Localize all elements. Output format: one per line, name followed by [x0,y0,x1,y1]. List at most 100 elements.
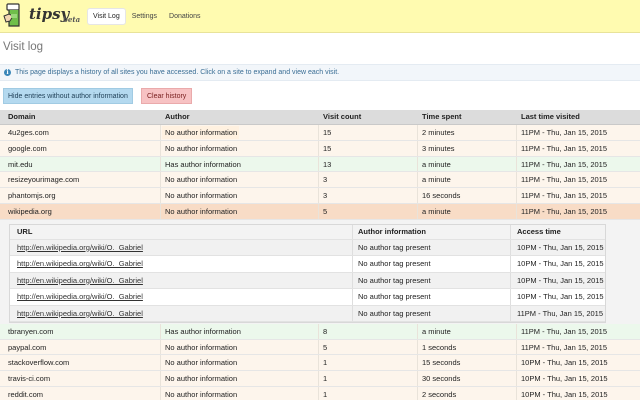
access-time-cell: 10PM - Thu, Jan 15, 2015 [517,292,604,302]
visit-url-link[interactable]: http://en.wikipedia.org/wiki/O._Gabriel [17,275,143,285]
author-cell: Has author information [165,159,241,169]
header-author[interactable]: Author [165,112,190,121]
time-spent-cell: a minute [422,326,451,336]
time-spent-cell: a minute [422,206,451,216]
tip-jar-icon[interactable] [3,3,25,30]
author-info-cell: No author tag present [358,292,431,302]
page-title: Visit log [3,41,44,53]
top-bar: tipsy beta Visit Log Settings Donations [0,0,640,33]
visit-row[interactable]: google.com No author information 15 3 minut… [0,140,640,157]
domain-cell: mit.edu [8,159,33,169]
visit-row[interactable]: reddit.com No author information 1 2 second… [0,386,640,400]
info-banner: i This page displays a history of all si… [0,64,640,81]
time-spent-cell: 1 seconds [422,342,457,352]
visit-count-cell: 3 [323,175,328,185]
author-info-cell: No author tag present [358,308,431,318]
details-header: URL Author information Access time [10,224,605,240]
visit-count-cell: 8 [323,326,328,336]
access-time-cell: 10PM - Thu, Jan 15, 2015 [517,242,604,252]
domain-cell: phantomjs.org [8,191,56,201]
author-cell: Has author information [165,326,241,336]
domain-cell: stackoverflow.com [8,358,70,368]
visit-count-cell: 5 [323,206,328,216]
visit-row[interactable]: tbranyen.com Has author information 8 a min… [0,323,640,340]
domain-cell: resizeyourimage.com [8,175,80,185]
time-spent-cell: 2 minutes [422,128,455,137]
url-cell: http://en.wikipedia.org/wiki/O._Gabriel [17,256,143,272]
url-cell: http://en.wikipedia.org/wiki/O._Gabriel [17,240,143,256]
access-time-cell: 11PM - Thu, Jan 15, 2015 [517,308,604,318]
visit-row[interactable]: wikipedia.org No author information 5 a min… [0,203,640,220]
details-header-url: URL [17,226,33,236]
visit-count-cell: 1 [323,389,328,399]
header-domain[interactable]: Domain [8,112,36,121]
last-visited-cell: 11PM - Thu, Jan 15, 2015 [521,128,608,137]
main-nav: Visit Log Settings Donations [88,9,206,24]
url-cell: http://en.wikipedia.org/wiki/O._Gabriel [17,289,143,305]
visit-row[interactable]: stackoverflow.com No author information 1 1… [0,355,640,372]
access-time-cell: 10PM - Thu, Jan 15, 2015 [517,259,604,269]
nav-settings[interactable]: Settings [131,13,158,20]
time-spent-cell: 3 minutes [422,143,455,153]
time-spent-cell: a minute [422,175,451,185]
nav-visit-log[interactable]: Visit Log [88,9,125,24]
visit-detail-row: http://en.wikipedia.org/wiki/O._Gabriel N… [10,272,605,290]
visit-url-link[interactable]: http://en.wikipedia.org/wiki/O._Gabriel [17,259,143,269]
last-visited-cell: 10PM - Thu, Jan 15, 2015 [521,389,608,399]
last-visited-cell: 10PM - Thu, Jan 15, 2015 [521,374,608,384]
domain-cell: travis-ci.com [8,374,51,384]
url-cell: http://en.wikipedia.org/wiki/O._Gabriel [17,306,143,322]
visit-row[interactable]: paypal.com No author information 5 1 second… [0,339,640,356]
last-visited-cell: 11PM - Thu, Jan 15, 2015 [521,342,608,352]
header-last-visited[interactable]: Last time visited [521,112,580,121]
visit-count-cell: 15 [323,143,332,153]
author-cell: No author information [165,374,238,384]
info-icon: i [4,69,11,76]
visit-count-cell: 1 [323,358,328,368]
visit-row[interactable]: 4u2ges.com No author information 15 2 minut… [0,125,640,141]
header-time-spent[interactable]: Time spent [422,112,462,121]
author-cell: No author information [165,191,238,201]
last-visited-cell: 11PM - Thu, Jan 15, 2015 [521,191,608,201]
visit-detail-row: http://en.wikipedia.org/wiki/O._Gabriel N… [10,305,605,323]
visit-table-header: Domain Author Visit count Time spent Las… [0,110,640,125]
visit-count-cell: 15 [323,128,332,137]
visit-row[interactable]: travis-ci.com No author information 1 30 se… [0,371,640,387]
domain-cell: paypal.com [8,342,47,352]
time-spent-cell: 16 seconds [422,191,461,201]
domain-cell: google.com [8,143,47,153]
last-visited-cell: 11PM - Thu, Jan 15, 2015 [521,175,608,185]
author-cell: No author information [165,342,238,352]
visit-url-link[interactable]: http://en.wikipedia.org/wiki/O._Gabriel [17,292,143,302]
domain-cell: 4u2ges.com [8,128,49,137]
author-cell: No author information [165,128,238,137]
url-cell: http://en.wikipedia.org/wiki/O._Gabriel [17,273,143,289]
visit-detail-row: http://en.wikipedia.org/wiki/O._Gabriel N… [10,239,605,257]
clear-history-button[interactable]: Clear history [141,88,193,104]
visit-row[interactable]: phantomjs.org No author information 3 16 se… [0,188,640,204]
visit-detail-row: http://en.wikipedia.org/wiki/O._Gabriel N… [10,289,605,306]
visit-row[interactable]: mit.edu Has author information 13 a minute 1… [0,156,640,173]
visit-details-panel: URL Author information Access time http:… [0,219,640,324]
nav-donations[interactable]: Donations [169,13,201,20]
author-cell: No author information [165,143,238,153]
brand-beta-label: beta [63,15,81,24]
domain-cell: wikipedia.org [8,206,52,216]
hide-without-author-button[interactable]: Hide entries without author information [3,88,133,104]
domain-cell: reddit.com [8,389,44,399]
header-visit-count[interactable]: Visit count [323,112,362,121]
time-spent-cell: 15 seconds [422,358,461,368]
time-spent-cell: 30 seconds [422,374,461,384]
brand-name: tipsy [29,5,70,23]
last-visited-cell: 11PM - Thu, Jan 15, 2015 [521,206,608,216]
access-time-cell: 10PM - Thu, Jan 15, 2015 [517,275,604,285]
visit-url-link[interactable]: http://en.wikipedia.org/wiki/O._Gabriel [17,242,143,252]
visit-count-cell: 1 [323,374,328,384]
author-cell: No author information [165,206,238,216]
time-spent-cell: a minute [422,159,451,169]
visit-url-link[interactable]: http://en.wikipedia.org/wiki/O._Gabriel [17,308,143,318]
author-cell: No author information [165,389,238,399]
last-visited-cell: 11PM - Thu, Jan 15, 2015 [521,326,608,336]
visit-row[interactable]: resizeyourimage.com No author information… [0,172,640,189]
author-info-cell: No author tag present [358,259,431,269]
